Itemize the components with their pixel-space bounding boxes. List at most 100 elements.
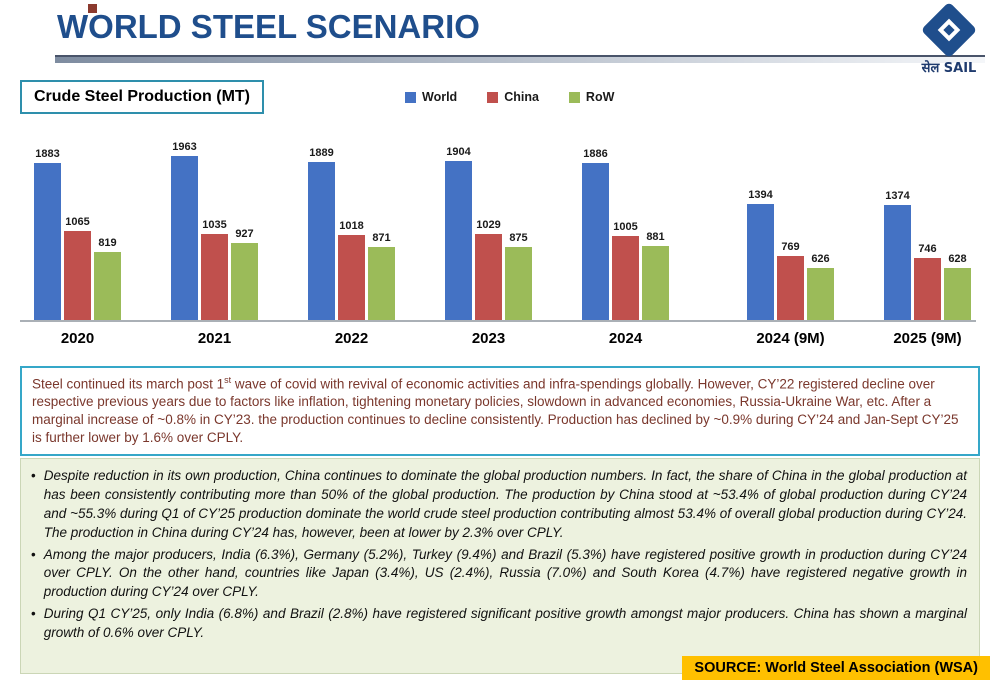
- bars-row: 1886 1005 881: [582, 130, 669, 320]
- bar-value-label: 628: [948, 253, 967, 265]
- bar-wrap: 871: [368, 232, 395, 320]
- row-bar: [505, 247, 532, 320]
- world-bar: [171, 156, 198, 320]
- chart-plot: 1883 1065 819 2020 1963 1035 927 2021 1889 1018 87…: [20, 130, 980, 347]
- bar-value-label: 1904: [446, 146, 471, 158]
- bar-wrap: 875: [505, 232, 532, 320]
- bullet-text: Despite reduction in its own production,…: [43, 468, 967, 540]
- analysis-box: • Despite reduction in its own production…: [20, 458, 980, 674]
- x-axis-category-label: 2021: [197, 330, 232, 347]
- bar-value-label: 1394: [748, 189, 773, 201]
- legend-swatch: [487, 91, 499, 103]
- legend-label: World: [422, 90, 458, 104]
- row-bar: [94, 252, 121, 320]
- x-axis-category-label: 2022: [334, 330, 369, 347]
- bullet-marker: •: [31, 468, 36, 483]
- x-axis-category-label: 2020: [60, 330, 95, 347]
- bar-value-label: 1035: [202, 219, 227, 231]
- legend-item: China: [487, 90, 539, 104]
- world-bar: [308, 162, 335, 320]
- china-bar: [612, 236, 639, 320]
- world-bar: [445, 161, 472, 320]
- x-axis-category-label: 2023: [471, 330, 506, 347]
- bar-wrap: 628: [944, 253, 971, 320]
- bullet-list: • Despite reduction in its own production…: [31, 467, 967, 643]
- bars-row: 1394 769 626: [747, 130, 834, 320]
- sail-diamond-inner: [937, 18, 961, 42]
- bar-wrap: 1883: [34, 148, 61, 320]
- legend-swatch: [568, 91, 580, 103]
- bar-value-label: 881: [646, 231, 665, 243]
- x-axis-line: [20, 320, 976, 322]
- bar-group: 1904 1029 875 2023: [445, 130, 532, 347]
- bar-wrap: 1005: [612, 221, 639, 320]
- summary-text-post: wave of covid with revival of economic a…: [32, 376, 959, 446]
- bullet-marker: •: [31, 546, 36, 562]
- bar-group: 1886 1005 881 2024: [582, 130, 669, 347]
- row-bar: [642, 246, 669, 320]
- row-bar: [807, 268, 834, 320]
- title-divider: [55, 55, 985, 63]
- bar-wrap: 1018: [338, 220, 365, 320]
- bar-value-label: 1374: [885, 190, 910, 202]
- bullet-marker: •: [31, 606, 36, 622]
- row-bar: [368, 247, 395, 320]
- sail-logo-text: सेल SAIL: [921, 61, 977, 76]
- bar-group: 1374 746 628 2025 (9M): [884, 130, 971, 347]
- bars-row: 1374 746 628: [884, 130, 971, 320]
- bar-value-label: 1005: [613, 221, 638, 233]
- bar-wrap: 881: [642, 231, 669, 320]
- x-axis-category-label: 2024 (9M): [756, 330, 825, 347]
- world-bar: [747, 204, 774, 320]
- bar-group: 1394 769 626 2024 (9M): [747, 130, 834, 347]
- chart-legend: World China RoW: [405, 90, 614, 104]
- bar-wrap: 927: [231, 228, 258, 320]
- china-bar: [201, 234, 228, 320]
- bar-value-label: 819: [98, 237, 117, 249]
- bar-value-label: 1018: [339, 220, 364, 232]
- bar-value-label: 871: [372, 232, 391, 244]
- bar-wrap: 1029: [475, 219, 502, 320]
- bullet-item: • Among the major producers, India (6.3%)…: [31, 546, 967, 603]
- bars-row: 1904 1029 875: [445, 130, 532, 320]
- world-bar: [582, 163, 609, 320]
- bar-wrap: 1035: [201, 219, 228, 320]
- page-title: WORLD STEEL SCENARIO: [57, 8, 480, 45]
- bar-wrap: 626: [807, 253, 834, 320]
- china-bar: [475, 234, 502, 320]
- bar-value-label: 927: [235, 228, 254, 240]
- legend-item: RoW: [568, 90, 614, 104]
- china-bar: [338, 235, 365, 320]
- china-bar: [777, 256, 804, 320]
- summary-text-box: Steel continued its march post 1st wave …: [20, 366, 980, 457]
- x-axis-category-label: 2025 (9M): [893, 330, 962, 347]
- bar-wrap: 1904: [445, 146, 472, 320]
- bar-value-label: 1883: [35, 148, 60, 160]
- summary-text-pre: Steel continued its march post 1: [32, 376, 225, 392]
- sail-diamond-icon: [920, 1, 978, 59]
- bar-wrap: 769: [777, 241, 804, 320]
- accent-square: [88, 4, 97, 13]
- sail-logo: सेल SAIL: [906, 1, 992, 76]
- row-bar: [231, 243, 258, 320]
- row-bar: [944, 268, 971, 320]
- bullet-item: • During Q1 CY’25, only India (6.8%) and …: [31, 605, 967, 643]
- legend-item: World: [405, 90, 457, 104]
- bullet-item: • Despite reduction in its own production…: [31, 467, 967, 543]
- bar-value-label: 1886: [583, 148, 608, 160]
- bars-row: 1889 1018 871: [308, 130, 395, 320]
- bullet-text: During Q1 CY’25, only India (6.8%) and B…: [43, 606, 967, 641]
- bar-wrap: 819: [94, 237, 121, 320]
- bar-value-label: 1889: [309, 147, 334, 159]
- bars-row: 1963 1035 927: [171, 130, 258, 320]
- bar-value-label: 1065: [65, 216, 90, 228]
- bullet-text: Among the major producers, India (6.3%),…: [43, 546, 967, 600]
- summary-superscript: st: [224, 375, 232, 385]
- bar-group: 1889 1018 871 2022: [308, 130, 395, 347]
- bar-value-label: 769: [781, 241, 800, 253]
- china-bar: [914, 258, 941, 320]
- world-bar: [34, 163, 61, 320]
- china-bar: [64, 231, 91, 320]
- chart-title-box: Crude Steel Production (MT): [20, 80, 264, 114]
